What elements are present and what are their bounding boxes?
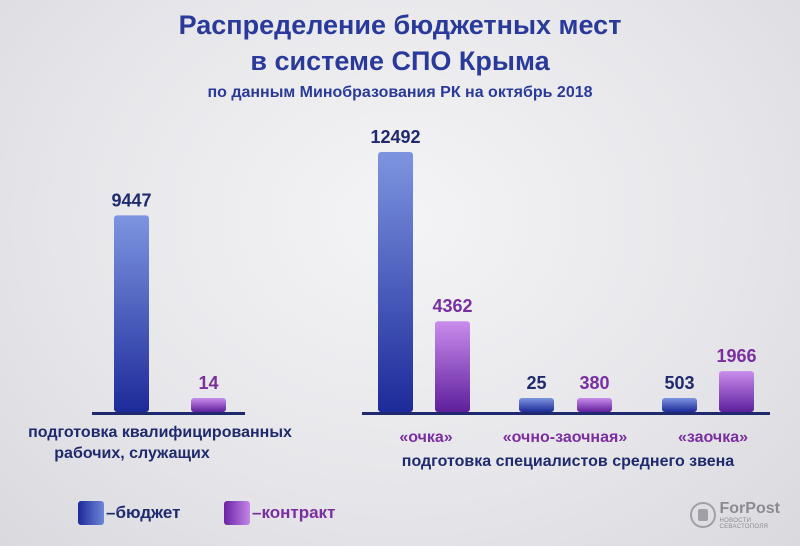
category-label: «очно-заочная» bbox=[503, 429, 628, 446]
contract-bar bbox=[435, 321, 470, 412]
value-label: 503 bbox=[664, 373, 694, 393]
value-label: 4362 bbox=[432, 296, 472, 316]
legend-item-budget: –бюджет bbox=[78, 500, 180, 526]
legend-label-budget: –бюджет bbox=[106, 503, 181, 522]
logo-name: ForPost bbox=[719, 500, 780, 517]
chart-subtitle: по данным Минобразования РК на октябрь 2… bbox=[207, 84, 593, 101]
legend-item-contract: –контракт bbox=[224, 500, 335, 526]
legend-swatch-budget bbox=[78, 501, 104, 525]
contract-bar bbox=[719, 371, 754, 412]
value-label: 25 bbox=[526, 373, 546, 393]
budget-bar bbox=[114, 215, 149, 412]
chart-title-line-2: в системе СПО Крыма bbox=[250, 46, 550, 76]
forpost-emblem-icon bbox=[690, 502, 716, 528]
group-label: подготовка специалистов среднего звена bbox=[402, 453, 735, 470]
value-label: 12492 bbox=[370, 127, 420, 147]
contract-bar bbox=[577, 398, 612, 412]
value-label: 1966 bbox=[716, 346, 756, 366]
budget-bar bbox=[378, 152, 413, 412]
logo-tagline: НОВОСТИ СЕВАСТОПОЛЯ bbox=[719, 518, 769, 530]
contract-bar bbox=[191, 398, 226, 412]
budget-bar bbox=[662, 398, 697, 412]
value-label: 14 bbox=[198, 373, 218, 393]
group-label: подготовка квалифицированных bbox=[28, 424, 292, 441]
legend-label-contract: –контракт bbox=[252, 503, 336, 522]
value-label: 9447 bbox=[111, 190, 151, 210]
legend-swatch-contract bbox=[224, 501, 250, 525]
budget-bar bbox=[519, 398, 554, 412]
category-label: «заочка» bbox=[678, 429, 748, 446]
group-label: рабочих, служащих bbox=[54, 445, 210, 462]
forpost-logo: ForPost НОВОСТИ СЕВАСТОПОЛЯ bbox=[690, 500, 800, 530]
category-label: «очка» bbox=[399, 429, 452, 446]
chart-title-line-1: Распределение бюджетных мест bbox=[178, 10, 622, 40]
value-label: 380 bbox=[579, 373, 609, 393]
